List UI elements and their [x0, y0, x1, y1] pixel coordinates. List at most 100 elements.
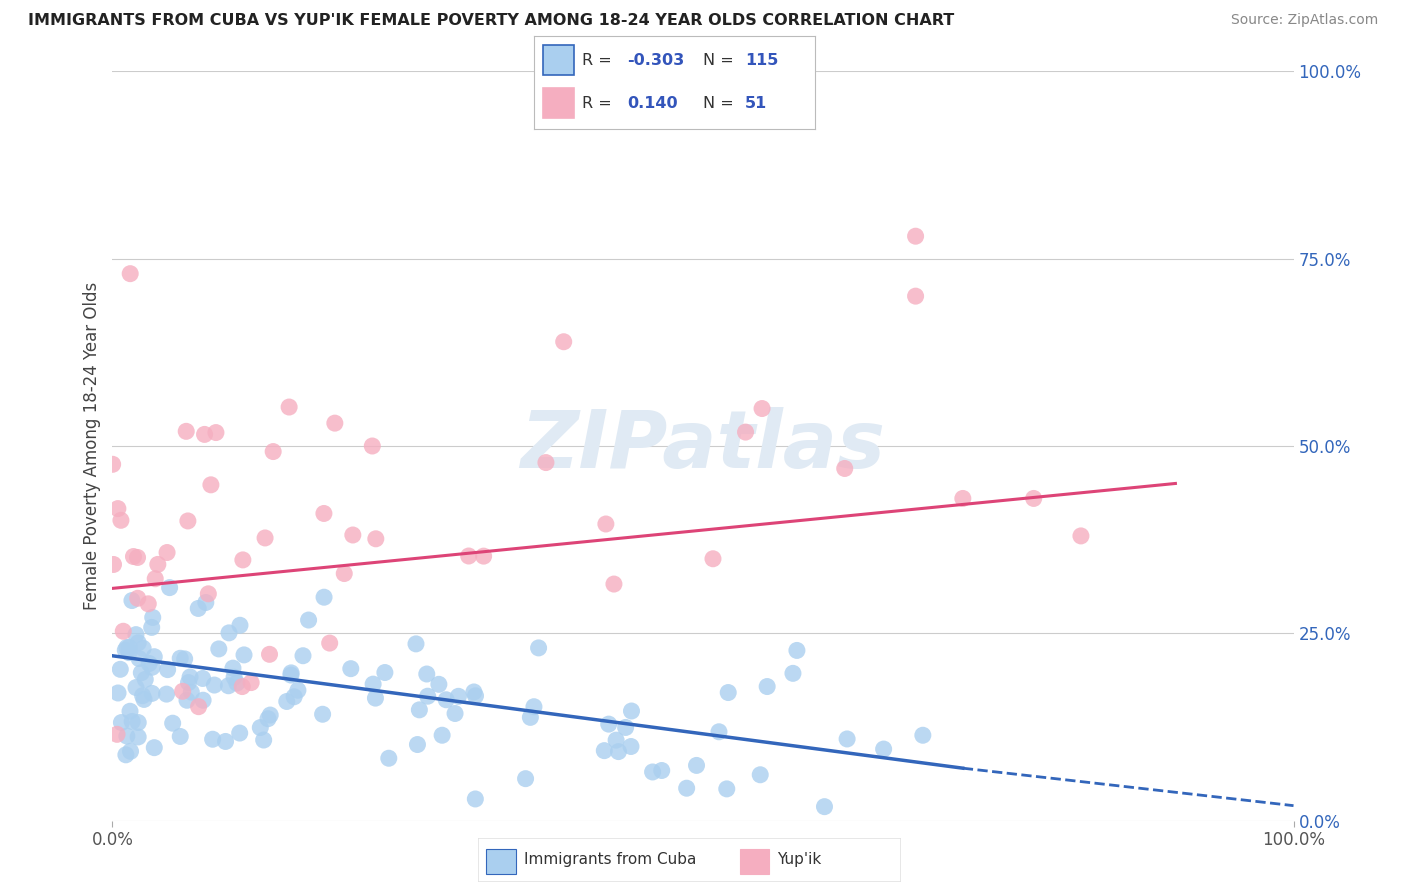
Point [118, 704, 141, 718]
Point [318, 636, 340, 650]
Point [224, 670, 246, 684]
Point [191, 672, 214, 686]
Point [231, 680, 253, 694]
Point [205, 425, 228, 440]
Text: R =: R = [582, 53, 617, 68]
Text: N =: N = [703, 95, 740, 111]
Point [340, 662, 363, 676]
Point [620, 739, 643, 754]
Point [127, 636, 149, 650]
Point [283, 690, 305, 704]
Point [222, 661, 245, 675]
Point [169, 651, 191, 665]
Point [131, 689, 153, 703]
Point [834, 461, 856, 475]
Point [138, 657, 160, 671]
Point [1070, 529, 1092, 543]
Point [107, 686, 129, 700]
Point [702, 551, 724, 566]
Point [447, 690, 470, 704]
Point [249, 721, 271, 735]
Point [598, 717, 620, 731]
Point [103, 558, 125, 572]
Point [333, 566, 356, 581]
Point [112, 624, 135, 639]
Text: Source: ZipAtlas.com: Source: ZipAtlas.com [1230, 13, 1378, 28]
Point [114, 643, 136, 657]
Point [464, 792, 486, 806]
FancyBboxPatch shape [740, 849, 769, 873]
Point [191, 693, 214, 707]
Point [125, 681, 148, 695]
FancyBboxPatch shape [486, 849, 516, 873]
Point [122, 549, 145, 564]
Point [620, 704, 643, 718]
Point [904, 229, 927, 244]
Point [457, 549, 479, 563]
Point [911, 728, 934, 742]
Point [146, 558, 169, 572]
Point [1022, 491, 1045, 506]
Point [342, 528, 364, 542]
Point [280, 665, 302, 680]
Point [717, 685, 740, 699]
Point [716, 781, 738, 796]
FancyBboxPatch shape [543, 45, 574, 75]
Point [607, 745, 630, 759]
Point [155, 687, 177, 701]
Text: N =: N = [703, 53, 740, 68]
Point [427, 677, 450, 691]
Point [287, 683, 309, 698]
Y-axis label: Female Poverty Among 18-24 Year Olds: Female Poverty Among 18-24 Year Olds [83, 282, 101, 610]
Point [434, 692, 457, 706]
Point [180, 685, 202, 699]
Point [707, 724, 730, 739]
Point [141, 620, 163, 634]
Point [187, 699, 209, 714]
Point [262, 444, 284, 458]
Point [218, 625, 240, 640]
Point [143, 572, 166, 586]
Point [200, 478, 222, 492]
Point [254, 531, 277, 545]
Point [136, 597, 159, 611]
Point [121, 593, 143, 607]
Point [534, 456, 557, 470]
Point [904, 289, 927, 303]
Point [115, 729, 138, 743]
Point [162, 716, 184, 731]
Point [118, 646, 141, 660]
Point [311, 707, 333, 722]
Point [361, 439, 384, 453]
Text: IMMIGRANTS FROM CUBA VS YUP'IK FEMALE POVERTY AMONG 18-24 YEAR OLDS CORRELATION : IMMIGRANTS FROM CUBA VS YUP'IK FEMALE PO… [28, 13, 955, 29]
Point [115, 747, 138, 762]
Point [323, 416, 346, 430]
Point [177, 514, 200, 528]
Point [156, 663, 179, 677]
Point [159, 581, 181, 595]
Point [675, 781, 697, 796]
Text: 51: 51 [745, 95, 768, 111]
Point [156, 545, 179, 559]
Point [143, 649, 166, 664]
Point [169, 730, 191, 744]
Point [142, 610, 165, 624]
Point [202, 678, 225, 692]
Point [110, 715, 132, 730]
Point [173, 652, 195, 666]
Point [229, 618, 252, 632]
FancyBboxPatch shape [543, 88, 574, 118]
Point [257, 712, 280, 726]
Point [463, 685, 485, 699]
Point [172, 684, 194, 698]
Point [259, 708, 281, 723]
Point [408, 703, 430, 717]
Point [132, 692, 155, 706]
Point [405, 637, 427, 651]
Text: -0.303: -0.303 [627, 53, 685, 68]
Point [523, 699, 546, 714]
Point [174, 425, 197, 439]
Point [527, 640, 550, 655]
Point [110, 513, 132, 527]
Point [259, 648, 281, 662]
